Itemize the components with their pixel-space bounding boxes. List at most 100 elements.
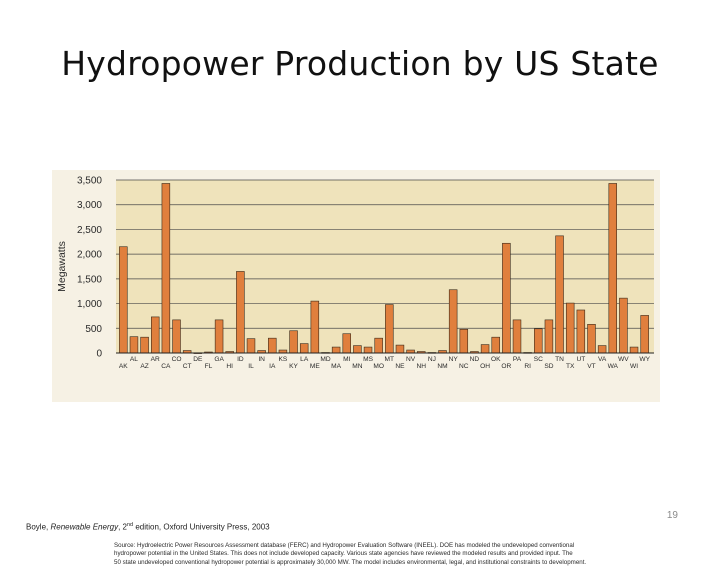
slide-title: Hydropower Production by US State (61, 44, 659, 83)
bar (342, 333, 351, 354)
bar (140, 336, 149, 354)
x-tick-label: NC (459, 363, 469, 370)
y-tick-label: 1,500 (77, 274, 102, 285)
x-tick-label: DE (193, 356, 203, 363)
y-tick-label: 3,500 (77, 176, 102, 187)
bar (331, 346, 341, 354)
y-axis-label: Megawatts (56, 241, 68, 292)
y-tick-label: 3,000 (77, 200, 102, 211)
x-tick-label: WA (608, 363, 619, 370)
citation-edition-suffix: nd (126, 522, 134, 528)
x-tick-label: NM (437, 363, 447, 370)
x-tick-label: SD (544, 363, 553, 370)
bar (534, 328, 543, 354)
x-tick-label: ME (310, 363, 320, 370)
x-tick-label: NY (449, 356, 459, 363)
x-tick-label: CA (161, 363, 171, 370)
bar (299, 343, 309, 354)
bar (491, 336, 500, 354)
x-tick-label: HI (226, 363, 233, 370)
x-tick-label: IN (258, 356, 265, 363)
x-tick-label: AZ (140, 363, 148, 370)
x-tick-label: LA (300, 356, 309, 363)
source-citation: Boyle, Renewable Energy, 2nd edition, Ox… (26, 522, 270, 532)
x-tick-label: TN (555, 356, 564, 363)
bar (629, 346, 639, 354)
x-tick-label: MO (373, 363, 384, 370)
bar (363, 346, 373, 354)
x-tick-label: MA (331, 363, 341, 370)
x-tick-label: KS (279, 356, 288, 363)
bar (236, 271, 245, 354)
chart-caption: Source: Hydroelectric Power Resources As… (114, 542, 710, 567)
x-tick-label: MN (352, 363, 362, 370)
y-tick-label: 2,000 (77, 250, 102, 261)
x-tick-label: UT (576, 356, 585, 363)
x-tick-label: IA (269, 363, 276, 370)
bar (619, 297, 628, 354)
bar (374, 337, 383, 354)
x-tick-label: OR (501, 363, 511, 370)
bar (565, 302, 575, 354)
y-tick-label: 1,000 (77, 299, 102, 310)
x-tick-label: AL (130, 356, 138, 363)
caption-line: hydropower potential in the United State… (114, 550, 573, 558)
bar (268, 337, 277, 354)
y-tick-label: 2,500 (77, 225, 102, 236)
x-tick-label: VA (598, 356, 607, 363)
y-tick-label: 0 (96, 349, 102, 360)
caption-line: Source: Hydroelectric Power Resources As… (114, 542, 575, 549)
x-tick-label: CT (183, 363, 192, 370)
x-tick-label: MT (385, 356, 395, 363)
bar (151, 316, 160, 354)
x-tick-label: FL (205, 363, 213, 370)
x-tick-label: NH (416, 363, 426, 370)
x-tick-label: PA (513, 356, 522, 363)
bar (640, 315, 649, 354)
bar (129, 336, 139, 354)
caption-line: 50 state undeveloped conventional hydrop… (114, 558, 587, 566)
x-tick-label: GA (214, 356, 224, 363)
citation-book: Renewable Energy (50, 522, 119, 532)
bar (512, 319, 522, 354)
x-tick-label: KY (289, 363, 298, 370)
citation-author: Boyle, (26, 522, 51, 532)
x-tick-label: WI (630, 363, 638, 370)
bar (459, 328, 469, 354)
x-tick-label: NV (406, 356, 416, 363)
x-tick-label: NE (395, 363, 405, 370)
bar (119, 246, 128, 354)
y-tick-label: 500 (85, 324, 102, 335)
bar (448, 289, 458, 354)
chart-figure: 0 500 1,000 1,500 2,000 2,500 3,000 3,500 Megawa… (52, 170, 660, 566)
plot-area (116, 180, 654, 353)
citation-edition: , 2 (118, 522, 127, 532)
page-number: 19 (666, 510, 678, 521)
x-tick-label: MS (363, 356, 373, 363)
bar (480, 344, 490, 354)
x-tick-label: WV (618, 356, 629, 363)
x-tick-label: CO (172, 356, 182, 363)
x-tick-label: WY (639, 356, 650, 363)
bar (395, 344, 405, 354)
bar (608, 183, 617, 354)
bar (310, 300, 320, 354)
bar (576, 309, 586, 354)
bar (385, 304, 394, 354)
bar (246, 338, 256, 354)
x-tick-label: NJ (428, 356, 436, 363)
x-tick-label: AK (119, 363, 128, 370)
x-tick-label: IL (248, 363, 254, 370)
bar (544, 319, 554, 354)
x-tick-label: OH (480, 363, 490, 370)
bar (555, 235, 564, 354)
x-tick-label: ND (470, 356, 480, 363)
bar (289, 330, 298, 354)
bar (597, 345, 607, 354)
bar (161, 183, 171, 354)
x-tick-label: ID (237, 356, 244, 363)
x-tick-label: OK (491, 356, 501, 363)
bar-chart: 0 500 1,000 1,500 2,000 2,500 3,000 3,500 Megawa… (56, 176, 654, 370)
x-tick-label: VT (587, 363, 595, 370)
x-tick-label: AR (151, 356, 160, 363)
